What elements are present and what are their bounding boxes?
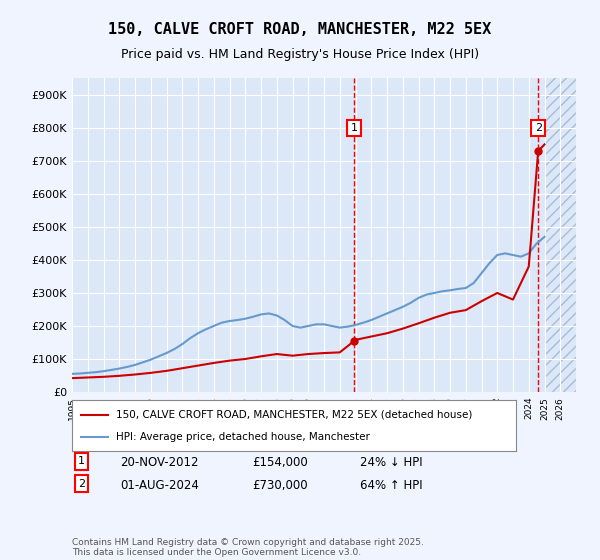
Text: 2: 2 [535,123,542,133]
Text: Price paid vs. HM Land Registry's House Price Index (HPI): Price paid vs. HM Land Registry's House … [121,48,479,60]
Text: 01-AUG-2024: 01-AUG-2024 [120,479,199,492]
Text: 1: 1 [350,123,358,133]
Text: 150, CALVE CROFT ROAD, MANCHESTER, M22 5EX (detached house): 150, CALVE CROFT ROAD, MANCHESTER, M22 5… [116,409,473,419]
Text: 1: 1 [78,456,85,466]
Text: 24% ↓ HPI: 24% ↓ HPI [360,456,422,469]
Text: 20-NOV-2012: 20-NOV-2012 [120,456,199,469]
Text: 64% ↑ HPI: 64% ↑ HPI [360,479,422,492]
Bar [545,78,576,392]
Text: £730,000: £730,000 [252,479,308,492]
Text: 2: 2 [78,479,85,489]
Text: Contains HM Land Registry data © Crown copyright and database right 2025.
This d: Contains HM Land Registry data © Crown c… [72,538,424,557]
Text: £154,000: £154,000 [252,456,308,469]
Text: 150, CALVE CROFT ROAD, MANCHESTER, M22 5EX: 150, CALVE CROFT ROAD, MANCHESTER, M22 5… [109,22,491,38]
Text: HPI: Average price, detached house, Manchester: HPI: Average price, detached house, Manc… [116,432,370,442]
